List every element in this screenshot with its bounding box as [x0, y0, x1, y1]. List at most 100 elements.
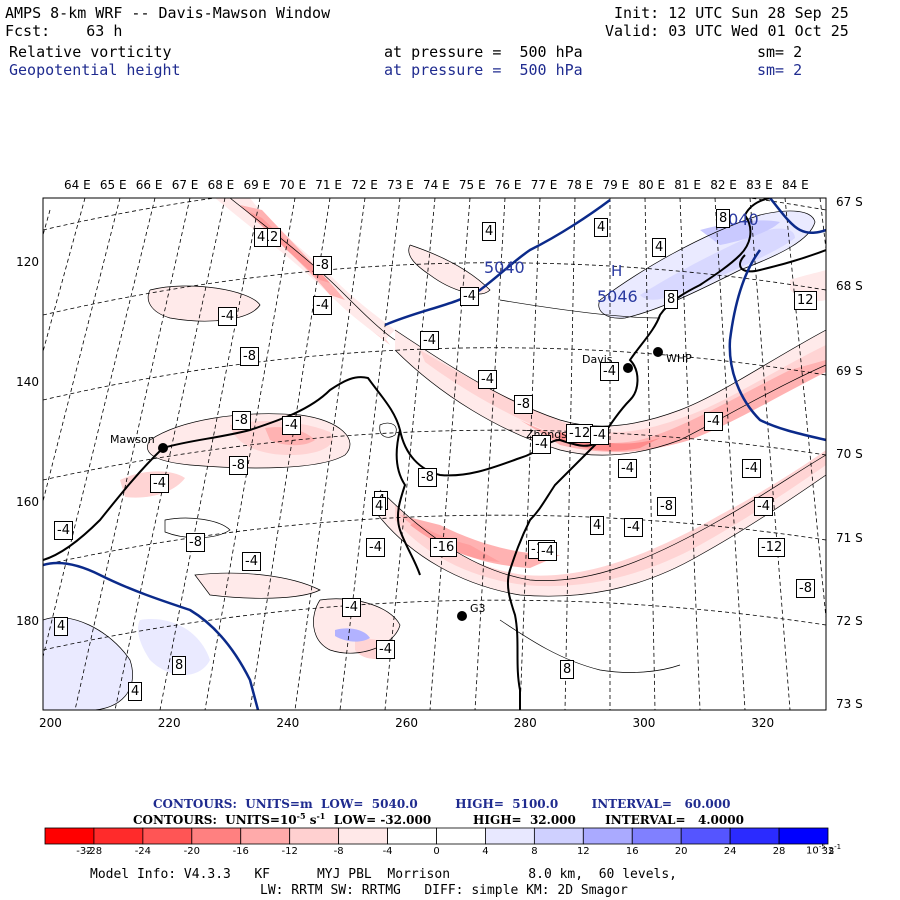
top-axis-label: 73 E: [387, 178, 414, 192]
top-axis-label: 72 E: [351, 178, 378, 192]
field2-sm: sm= 2: [757, 61, 803, 79]
top-axis-label: 79 E: [602, 178, 630, 192]
model-info: Model Info: V4.3.3 KF MYJ PBL Morrison 8…: [90, 867, 677, 882]
colorbar-tick-label: -4: [382, 846, 393, 857]
colorbar-tick-label: 32: [821, 846, 835, 857]
cb-unit-base: 10: [806, 845, 819, 857]
cb-unit-exp: -5: [818, 843, 826, 851]
colorbar-tick-label: -16: [232, 846, 249, 857]
vort-legend-exp2: -1: [316, 811, 326, 821]
colorbar-unit: 10-5 s-1: [806, 843, 841, 856]
colorbar-tick-label: 16: [625, 846, 639, 857]
top-axis-label: 77 E: [530, 178, 558, 192]
colorbar-tick-label: -20: [183, 846, 200, 857]
top-axis-label: 78 E: [566, 178, 594, 192]
left-axis-label: 140: [16, 375, 39, 389]
colorbar-swatch: [485, 827, 535, 845]
model-info-2: LW: RRTM SW: RRTMG DIFF: simple KM: 2D S…: [260, 883, 628, 898]
colorbar-swatch: [191, 827, 242, 845]
colorbar-tick-label: -24: [134, 846, 152, 857]
top-axis-label: 84 E: [782, 178, 809, 192]
right-axis-label: 69 S: [836, 364, 863, 378]
bottom-axis-label: 260: [395, 716, 418, 730]
top-axis-label: 64 E: [64, 178, 91, 192]
vorticity-contour-legend: CONTOURS: UNITS=10-5 s-1 LOW= -32.000 HI…: [133, 811, 744, 827]
top-axis-label: 66 E: [135, 178, 163, 192]
colorbar-swatch: [680, 827, 731, 845]
valid-time: Valid: 03 UTC Wed 01 Oct 25: [605, 22, 849, 40]
top-axis-label: 81 E: [674, 178, 701, 192]
colorbar-swatch: [142, 827, 193, 845]
colorbar-swatch: [240, 827, 291, 845]
field1-sm: sm= 2: [757, 43, 803, 61]
top-axis-label: 76 E: [494, 178, 522, 192]
colorbar-tick-label: 20: [674, 846, 688, 857]
field2-level: at pressure = 500 hPa: [384, 61, 583, 79]
cb-unit-exp2: -1: [834, 843, 842, 851]
colorbar: [44, 827, 829, 845]
top-axis-label: 69 E: [243, 178, 271, 192]
vort-legend-b: s: [305, 813, 317, 827]
colorbar-tick-label: -28: [85, 846, 103, 857]
bottom-axis-labels: 200 220 240 260 280 300 320: [39, 716, 843, 732]
colorbar-swatch: [93, 827, 144, 845]
vort-legend-exp: -5: [296, 811, 306, 821]
field2-name: Geopotential height: [9, 61, 181, 79]
colorbar-swatch: [582, 827, 633, 845]
colorbar-swatch: [387, 827, 437, 845]
colorbar-labels: -28 -24 -20 -16 -12 -8 -4 0 4 8 12 16 20 24 28 32 -32: [0, 846, 900, 862]
colorbar-swatch: [44, 827, 95, 845]
left-axis-label: 160: [16, 495, 39, 509]
colorbar-swatch: [436, 827, 486, 845]
colorbar-tick-label: 8: [531, 846, 538, 857]
bottom-axis-label: 200: [39, 716, 62, 730]
geopotential-contours: [43, 198, 826, 710]
colorbar-swatch: [533, 827, 584, 845]
colorbar-swatch: [338, 827, 388, 845]
colorbar-tick-label: -12: [281, 846, 298, 857]
colorbar-swatch: [631, 827, 682, 845]
field1-level: at pressure = 500 hPa: [384, 43, 583, 61]
bottom-axis-label: 240: [276, 716, 300, 730]
colorbar-tick-label: 12: [576, 846, 590, 857]
colorbar-tick-label: 0: [433, 846, 440, 857]
right-axis-label: 73 S: [836, 697, 863, 711]
coastline: [43, 198, 826, 710]
top-axis-label: 70 E: [279, 178, 307, 192]
right-axis-label: 68 S: [836, 279, 863, 293]
init-time: Init: 12 UTC Sun 28 Sep 25: [614, 4, 849, 22]
right-axis-label: 72 S: [836, 614, 863, 628]
top-axis-label: 75 E: [458, 178, 486, 192]
right-axis-label: 67 S: [836, 195, 863, 209]
map-frame: [42, 197, 827, 711]
top-axis-label: 80 E: [638, 178, 666, 192]
right-axis-label: 70 S: [836, 447, 863, 461]
colorbar-swatch: [778, 827, 829, 845]
top-axis-label: 68 E: [207, 178, 235, 192]
vort-legend-c: LOW= -32.000 HIGH= 32.000 INTERVAL= 4.00…: [325, 813, 744, 827]
left-axis-label: 120: [16, 255, 39, 269]
bottom-axis-label: 300: [632, 716, 656, 730]
bottom-axis-label: 320: [751, 716, 775, 730]
colorbar-swatch: [289, 827, 340, 845]
top-axis-label: 74 E: [423, 178, 450, 192]
top-axis-label: 65 E: [99, 178, 127, 192]
top-axis-label: 71 E: [315, 178, 342, 192]
vorticity-shading: [43, 198, 826, 710]
field1-name: Relative vorticity: [9, 43, 172, 61]
top-axis-label: 67 E: [171, 178, 199, 192]
vort-legend-a: CONTOURS: UNITS=10: [133, 813, 297, 827]
cb-unit-s: s: [828, 845, 835, 857]
top-axis-label: 82 E: [710, 178, 737, 192]
right-axis-labels: 67 S 68 S 69 S 70 S 71 S 72 S 73 S: [834, 195, 874, 715]
colorbar-tick-label: -8: [333, 846, 344, 857]
plot-title: AMPS 8-km WRF -- Davis-Mawson Window: [5, 4, 331, 22]
right-axis-label: 71 S: [836, 531, 863, 545]
left-axis-labels: 120 140 160 180: [5, 195, 41, 715]
bottom-axis-label: 280: [513, 716, 537, 730]
colorbar-tick-label: -32: [76, 846, 93, 857]
forecast-hour: Fcst: 63 h: [5, 22, 123, 40]
colorbar-tick-label: 4: [482, 846, 489, 857]
colorbar-swatch: [729, 827, 780, 845]
